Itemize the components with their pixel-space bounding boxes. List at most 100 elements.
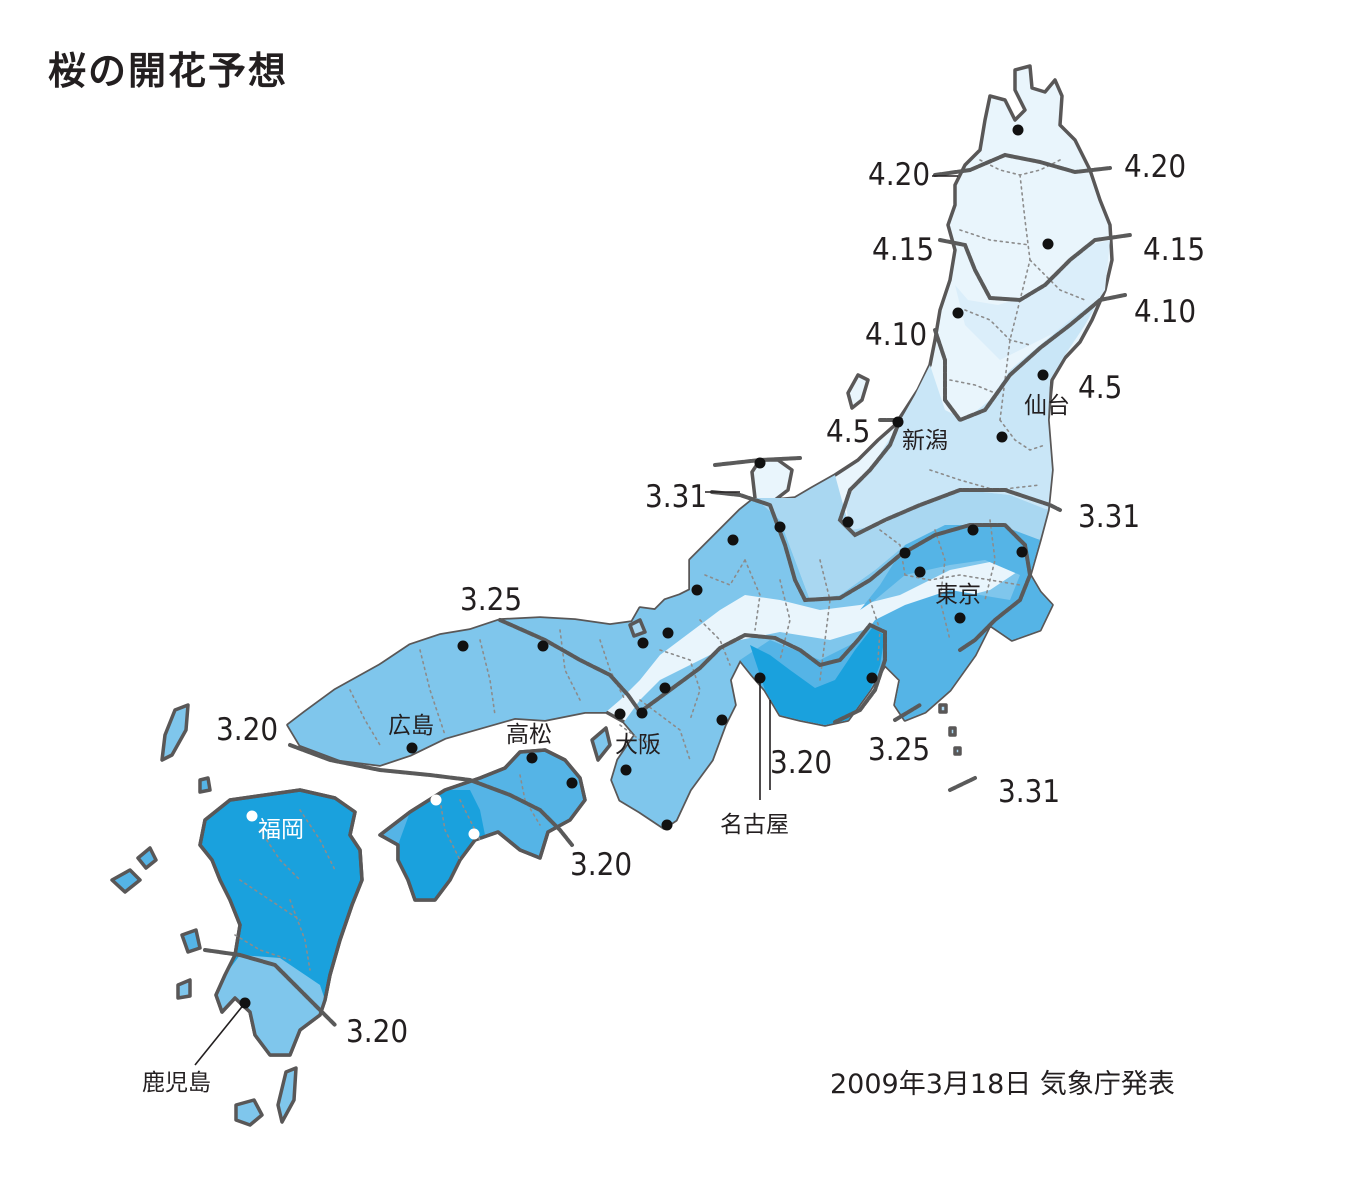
- city-dot-niigata: [892, 416, 904, 428]
- city-label-takamatsu: 高松: [506, 722, 552, 748]
- kyushu-south: [216, 955, 325, 1055]
- city-dot: [537, 640, 549, 652]
- city-dot: [637, 637, 649, 649]
- oki-island: [628, 618, 647, 638]
- city-dot: [774, 521, 786, 533]
- city-dot-white: [430, 794, 442, 806]
- city-dot: [914, 566, 926, 578]
- city-label-nagoya: 名古屋: [720, 812, 789, 838]
- iso-label: 3.25: [868, 732, 930, 768]
- city-dot: [662, 627, 674, 639]
- city-dot-takamatsu: [526, 752, 538, 764]
- city-dot: [566, 777, 578, 789]
- city-label-hiroshima: 広島: [388, 713, 434, 739]
- prefecture-borders: [234, 159, 1086, 971]
- zone-3-20-east: [740, 525, 1052, 725]
- isochrone-4-20: [933, 152, 1112, 177]
- iso-label: 3.25: [460, 582, 522, 618]
- city-dot-osaka: [636, 707, 648, 719]
- iso-label: 4.20: [1124, 149, 1186, 185]
- city-dot: [996, 431, 1008, 443]
- yakushima: [234, 1098, 264, 1127]
- iso-label: 3.20: [346, 1014, 408, 1050]
- iki-island: [198, 776, 212, 794]
- iso-label: 4.10: [865, 317, 927, 353]
- sado-island: [846, 373, 870, 410]
- city-label-kagoshima: 鹿児島: [142, 1070, 211, 1096]
- zone-3-31: [755, 475, 1048, 600]
- city-label-tokyo: 東京: [935, 582, 981, 608]
- iso-label: 3.20: [570, 847, 632, 883]
- city-labels: 仙台 新潟 東京 名古屋 大阪 高松 広島 福岡 鹿児島: [142, 393, 1070, 1096]
- isochrone-3-25-tokai: [893, 703, 922, 722]
- city-dot: [866, 672, 878, 684]
- city-label-osaka: 大阪: [615, 732, 661, 758]
- iso-label: 4.5: [826, 414, 870, 450]
- city-label-fukuoka: 福岡: [258, 817, 304, 843]
- iso-label: 4.15: [872, 232, 934, 268]
- shikoku-outline: [378, 748, 587, 902]
- iso-label: 3.20: [770, 745, 832, 781]
- city-dot: [967, 524, 979, 536]
- city-dot: [952, 307, 964, 319]
- city-dot: [457, 640, 469, 652]
- zone-early-tokai: [750, 628, 885, 725]
- city-label-sendai: 仙台: [1024, 393, 1070, 419]
- city-dot: [659, 682, 671, 694]
- iso-label: 3.20: [216, 712, 278, 748]
- city-dot: [614, 708, 626, 720]
- iso-label: 3.31: [645, 479, 707, 515]
- city-dot: [661, 819, 673, 831]
- city-dot-sendai: [1037, 369, 1049, 381]
- iso-label: 4.20: [868, 157, 930, 193]
- iso-label: 4.15: [1143, 232, 1205, 268]
- map-title: 桜の開花予想: [48, 49, 289, 93]
- kyushu-outline: [198, 788, 364, 1057]
- koshiki: [176, 978, 192, 1000]
- city-dot: [1016, 546, 1028, 558]
- city-dots: [239, 124, 1054, 1009]
- city-dot: [1042, 238, 1054, 250]
- city-dot: [727, 534, 739, 546]
- iso-label: 3.31: [998, 774, 1060, 810]
- tsushima: [160, 703, 190, 762]
- city-dot: [842, 516, 854, 528]
- isochrone-lines: [203, 152, 1132, 1027]
- amakusa: [180, 928, 202, 954]
- isochrone-3-31: [710, 490, 1033, 652]
- city-dot: [620, 764, 632, 776]
- city-dot: [754, 457, 766, 469]
- shikoku-west-early: [398, 790, 485, 900]
- city-dot-nagoya: [754, 672, 766, 684]
- city-dot-tokyo: [954, 612, 966, 624]
- zone-3-25: [288, 498, 1052, 828]
- city-dot: [1012, 124, 1024, 136]
- isochrone-3-20-west: [288, 743, 574, 847]
- awaji-island: [590, 726, 612, 762]
- isochrone-3-25: [498, 618, 887, 724]
- bloom-zones: [288, 240, 1110, 828]
- kagoshima-leader: [194, 1002, 246, 1066]
- goto-islands: [110, 846, 158, 894]
- isochrone-4-15: [938, 233, 1132, 303]
- city-dot: [899, 547, 911, 559]
- city-dot-hiroshima: [406, 742, 418, 754]
- iso-label: 3.31: [1078, 499, 1140, 535]
- isochrone-4-5: [837, 418, 1062, 538]
- izu-islands: [938, 703, 962, 756]
- isochrone-3-31-izu: [948, 776, 977, 792]
- city-dot: [691, 584, 703, 596]
- iso-label: 4.10: [1134, 294, 1196, 330]
- source-note: 2009年3月18日 気象庁発表: [830, 1069, 1175, 1100]
- isochrone-labels: 4.20 4.20 4.15 4.15 4.10 4.10 4.5 4.5 3.…: [216, 149, 1205, 1050]
- tanegashima: [276, 1066, 298, 1124]
- city-dot: [716, 714, 728, 726]
- isochrone-4-10: [933, 293, 1127, 423]
- city-label-niigata: 新潟: [902, 428, 948, 454]
- zone-4-10: [955, 240, 1110, 360]
- iso-label: 4.5: [1078, 370, 1122, 406]
- city-dot-white: [468, 828, 480, 840]
- city-dot-fukuoka: [246, 810, 258, 822]
- city-dot-kagoshima: [239, 997, 251, 1009]
